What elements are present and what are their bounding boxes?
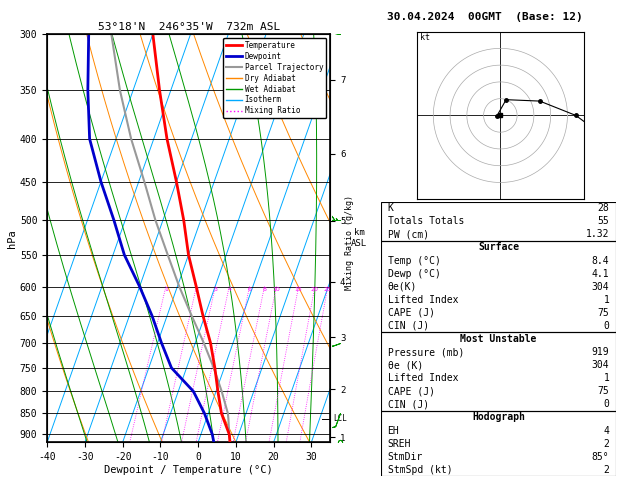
Text: 4: 4 bbox=[603, 426, 610, 435]
Text: Dewp (°C): Dewp (°C) bbox=[387, 269, 440, 278]
Text: Most Unstable: Most Unstable bbox=[460, 334, 537, 344]
Text: 8.4: 8.4 bbox=[592, 256, 610, 265]
Bar bbox=[381, 411, 616, 476]
Text: 304: 304 bbox=[592, 360, 610, 370]
Text: 10: 10 bbox=[272, 287, 280, 292]
Text: 75: 75 bbox=[598, 386, 610, 396]
Text: CIN (J): CIN (J) bbox=[387, 321, 429, 331]
Text: 20: 20 bbox=[311, 287, 319, 292]
Text: 55: 55 bbox=[598, 216, 610, 226]
Bar bbox=[381, 241, 616, 332]
Text: StmDir: StmDir bbox=[387, 451, 423, 462]
Text: CAPE (J): CAPE (J) bbox=[387, 308, 435, 318]
Text: 75: 75 bbox=[598, 308, 610, 318]
Title: 53°18'N  246°35'W  732m ASL: 53°18'N 246°35'W 732m ASL bbox=[97, 22, 280, 32]
Text: 28: 28 bbox=[598, 203, 610, 213]
Text: kt: kt bbox=[420, 33, 430, 42]
Text: 2: 2 bbox=[603, 465, 610, 475]
Text: Totals Totals: Totals Totals bbox=[387, 216, 464, 226]
Text: 1: 1 bbox=[603, 373, 610, 383]
Bar bbox=[381, 202, 616, 241]
Text: 2: 2 bbox=[194, 287, 198, 292]
Text: 919: 919 bbox=[592, 347, 610, 357]
Text: 15: 15 bbox=[295, 287, 303, 292]
Legend: Temperature, Dewpoint, Parcel Trajectory, Dry Adiabat, Wet Adiabat, Isotherm, Mi: Temperature, Dewpoint, Parcel Trajectory… bbox=[223, 38, 326, 119]
Text: Mixing Ratio (g/kg): Mixing Ratio (g/kg) bbox=[345, 195, 353, 291]
Text: EH: EH bbox=[387, 426, 399, 435]
Text: θe(K): θe(K) bbox=[387, 282, 417, 292]
Text: 304: 304 bbox=[592, 282, 610, 292]
Text: θe (K): θe (K) bbox=[387, 360, 423, 370]
Text: Lifted Index: Lifted Index bbox=[387, 373, 458, 383]
Bar bbox=[381, 332, 616, 411]
Text: 0: 0 bbox=[603, 399, 610, 409]
Text: PW (cm): PW (cm) bbox=[387, 229, 429, 240]
Text: 1: 1 bbox=[603, 295, 610, 305]
Text: 2: 2 bbox=[603, 438, 610, 449]
Y-axis label: km
ASL: km ASL bbox=[351, 228, 367, 248]
Text: 25: 25 bbox=[324, 287, 331, 292]
Text: 30.04.2024  00GMT  (Base: 12): 30.04.2024 00GMT (Base: 12) bbox=[387, 12, 582, 22]
Text: Lifted Index: Lifted Index bbox=[387, 295, 458, 305]
Text: StmSpd (kt): StmSpd (kt) bbox=[387, 465, 452, 475]
Text: CIN (J): CIN (J) bbox=[387, 399, 429, 409]
X-axis label: Dewpoint / Temperature (°C): Dewpoint / Temperature (°C) bbox=[104, 465, 273, 475]
Text: Surface: Surface bbox=[478, 243, 519, 252]
Text: LCL: LCL bbox=[333, 414, 347, 423]
Text: 85°: 85° bbox=[592, 451, 610, 462]
Text: K: K bbox=[387, 203, 394, 213]
Text: SREH: SREH bbox=[387, 438, 411, 449]
Text: 0: 0 bbox=[603, 321, 610, 331]
Text: 1: 1 bbox=[164, 287, 168, 292]
Text: 1.32: 1.32 bbox=[586, 229, 610, 240]
Text: 6: 6 bbox=[248, 287, 252, 292]
Text: CAPE (J): CAPE (J) bbox=[387, 386, 435, 396]
Text: 8: 8 bbox=[262, 287, 267, 292]
Text: 3: 3 bbox=[213, 287, 217, 292]
Text: 4: 4 bbox=[227, 287, 231, 292]
Text: Hodograph: Hodograph bbox=[472, 413, 525, 422]
Text: Pressure (mb): Pressure (mb) bbox=[387, 347, 464, 357]
Y-axis label: hPa: hPa bbox=[7, 229, 17, 247]
Text: 4.1: 4.1 bbox=[592, 269, 610, 278]
Text: Temp (°C): Temp (°C) bbox=[387, 256, 440, 265]
